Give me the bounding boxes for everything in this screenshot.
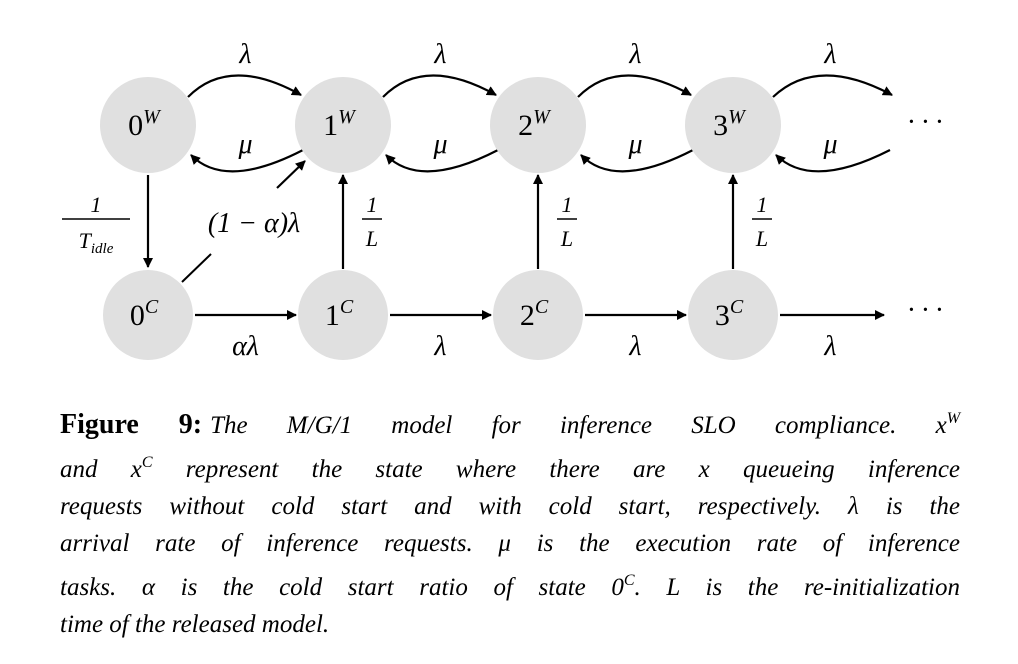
service-rate-label-3: μ	[822, 129, 837, 160]
reinit-numerator-1: 1	[367, 192, 378, 217]
warm-transition-arrow	[276, 160, 306, 189]
state-node-1w-label: 1W	[323, 106, 357, 142]
state-node-0c	[103, 270, 193, 360]
service-arrow-1	[385, 149, 499, 173]
cold-arrival-label-2: λ	[628, 331, 641, 362]
service-arrow-0	[190, 149, 304, 173]
reinit-denominator-2: L	[560, 226, 573, 251]
caption-line: arrival rate of inference requests. μ is…	[60, 525, 960, 562]
arrival-rate-label-2: λ	[628, 39, 641, 70]
bottom-row-ellipsis: · · ·	[908, 295, 943, 326]
arrival-rate-label-1: λ	[433, 39, 446, 70]
caption-text: requests without cold start and with col…	[60, 493, 849, 520]
arrival-rate-label-3: λ	[823, 39, 836, 70]
caption-text: is the execution rate of inference	[510, 530, 960, 557]
caption-text: time of the released model.	[60, 611, 330, 638]
top-row-ellipsis: · · ·	[908, 107, 943, 138]
caption-line: time of the released model.	[60, 606, 960, 643]
state-node-3c-label: 3C	[715, 296, 744, 332]
service-rate-label-0: μ	[237, 129, 252, 160]
caption-text: represent the state where there are	[152, 456, 699, 483]
math-symbol: x	[130, 456, 142, 483]
service-arrow-2	[580, 149, 694, 173]
cold-arrival-label-3: λ	[823, 331, 836, 362]
warm-transition-line	[181, 253, 212, 283]
figure-caption: Figure 9: The M/G/1 model for inference S…	[60, 400, 960, 643]
math-symbol: λ	[848, 493, 859, 520]
service-rate-label-2: μ	[627, 129, 642, 160]
caption-text: tasks.	[60, 574, 142, 601]
math-symbol: x	[698, 456, 710, 483]
reinit-numerator-3: 1	[757, 192, 768, 217]
caption-text: arrival rate of inference requests.	[60, 530, 499, 557]
arrival-arrow-2	[577, 74, 692, 98]
caption-text: and	[60, 456, 131, 483]
caption-line: Figure 9: The M/G/1 model for inference S…	[60, 400, 960, 444]
state-node-2w	[490, 77, 586, 173]
math-symbol: x	[935, 412, 947, 439]
caption-text: is the cold start ratio of state 0	[155, 574, 624, 601]
state-node-2c-label: 2C	[520, 296, 549, 332]
caption-line: and xC represent the state where there a…	[60, 444, 960, 488]
reinit-numerator-2: 1	[562, 192, 573, 217]
state-node-0w	[100, 77, 196, 173]
caption-text: queueing inference	[709, 456, 961, 483]
caption-text: The M/G/1 model for inference SLO compli…	[210, 412, 936, 439]
caption-text: is the	[858, 493, 961, 520]
caption-line: tasks. α is the cold start ratio of stat…	[60, 562, 960, 606]
service-arrow-3	[775, 149, 891, 173]
math-symbol: L	[666, 574, 680, 601]
idle-fraction-denominator: Tidle	[79, 228, 114, 257]
state-node-3w-label: 3W	[713, 106, 747, 142]
arrival-arrow-0	[187, 74, 302, 98]
math-superscript: C	[141, 454, 153, 471]
state-node-1c-label: 1C	[325, 296, 354, 332]
cold-arrival-label-0: αλ	[232, 331, 259, 362]
arrival-arrow-3	[772, 74, 893, 98]
state-node-0w-label: 0W	[128, 106, 162, 142]
markov-chain-diagram: 0W 1W 2W 3W 0C 1C 2C 3C λ μ λ μ λ μ λ μ · · · 1 Tidle (1 −…	[62, 39, 943, 362]
math-superscript: C	[623, 572, 635, 589]
figure-label: Figure 9:	[60, 409, 203, 440]
state-node-1c	[298, 270, 388, 360]
service-rate-label-1: μ	[432, 129, 447, 160]
math-symbol: α	[141, 574, 155, 601]
state-node-0c-label: 0C	[130, 296, 159, 332]
state-node-3w	[685, 77, 781, 173]
arrival-arrow-1	[382, 74, 497, 98]
state-node-2c	[493, 270, 583, 360]
idle-fraction-numerator: 1	[91, 192, 102, 217]
reinit-denominator-1: L	[365, 226, 378, 251]
caption-line: requests without cold start and with col…	[60, 488, 960, 525]
math-symbol: μ	[498, 530, 511, 557]
caption-text: is the re-initialization	[679, 574, 960, 601]
caption-text: .	[634, 574, 667, 601]
reinit-denominator-3: L	[755, 226, 768, 251]
math-superscript: W	[946, 410, 961, 427]
state-node-2w-label: 2W	[518, 106, 552, 142]
warm-transition-label: (1 − α)λ	[208, 208, 300, 239]
state-node-1w	[295, 77, 391, 173]
state-node-3c	[688, 270, 778, 360]
arrival-rate-label-0: λ	[238, 39, 251, 70]
cold-arrival-label-1: λ	[433, 331, 446, 362]
